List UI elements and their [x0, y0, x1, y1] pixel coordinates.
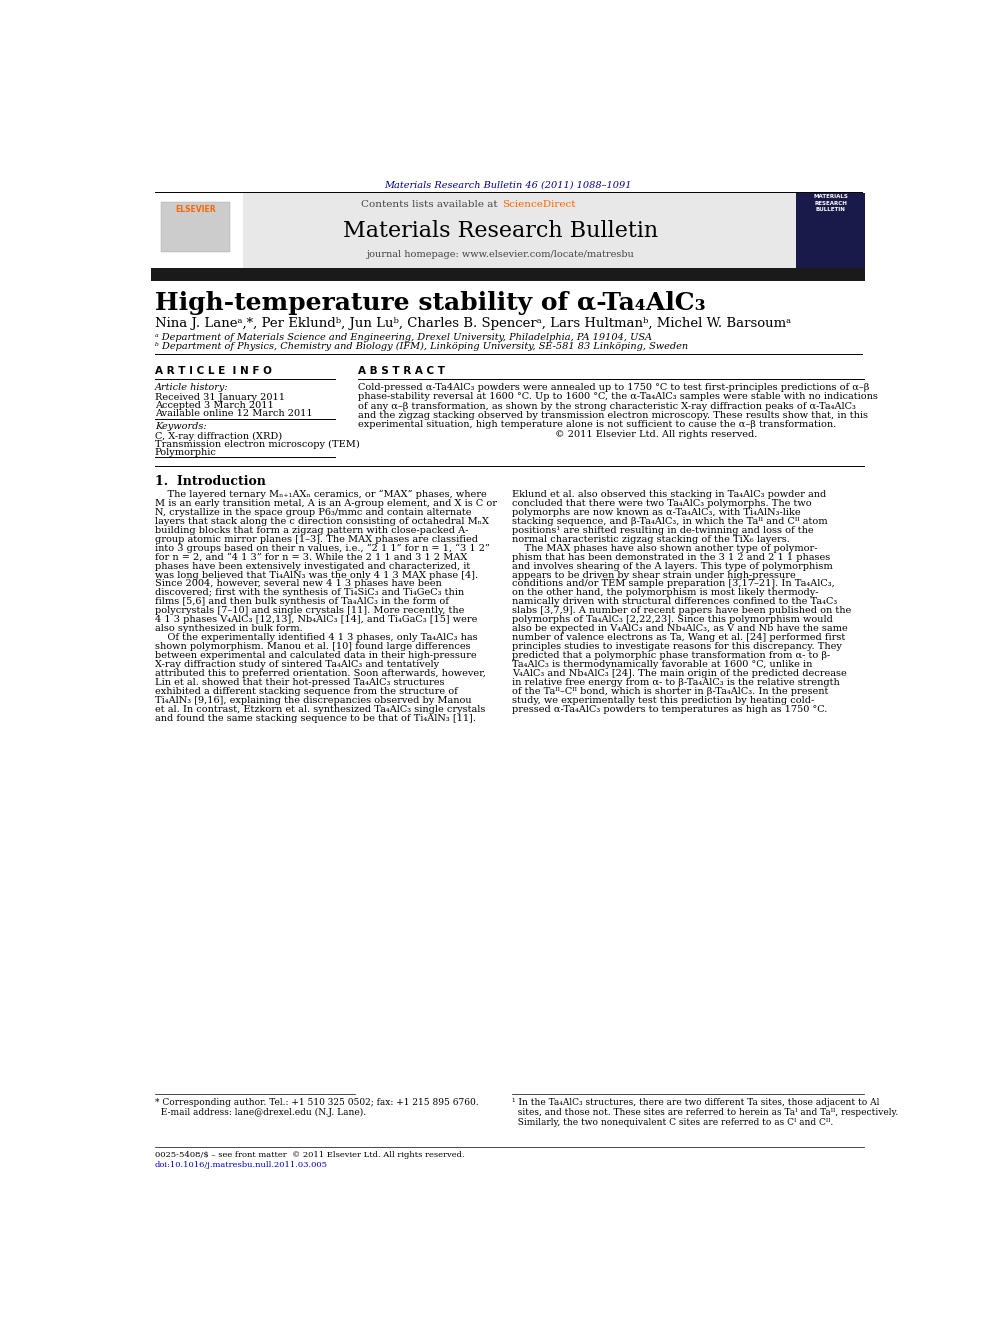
- Text: et al. In contrast, Etzkorn et al. synthesized Ta₄AlC₃ single crystals: et al. In contrast, Etzkorn et al. synth…: [155, 705, 485, 714]
- Text: journal homepage: www.elsevier.com/locate/matresbu: journal homepage: www.elsevier.com/locat…: [367, 250, 635, 259]
- Text: ᵃ Department of Materials Science and Engineering, Drexel University, Philadelph: ᵃ Department of Materials Science and En…: [155, 333, 652, 341]
- Text: Of the experimentally identified 4 1 3 phases, only Ta₄AlC₃ has: Of the experimentally identified 4 1 3 p…: [155, 634, 477, 642]
- Text: 0025-5408/$ – see front matter  © 2011 Elsevier Ltd. All rights reserved.: 0025-5408/$ – see front matter © 2011 El…: [155, 1151, 464, 1159]
- Text: Ti₄AlN₃ [9,16], explaining the discrepancies observed by Manou: Ti₄AlN₃ [9,16], explaining the discrepan…: [155, 696, 471, 705]
- Text: polymorphs of Ta₄AlC₃ [2,22,23]. Since this polymorphism would: polymorphs of Ta₄AlC₃ [2,22,23]. Since t…: [512, 615, 833, 624]
- Text: layers that stack along the c direction consisting of octahedral MₙX: layers that stack along the c direction …: [155, 517, 489, 525]
- Text: Article history:: Article history:: [155, 382, 228, 392]
- Text: exhibited a different stacking sequence from the structure of: exhibited a different stacking sequence …: [155, 687, 457, 696]
- FancyBboxPatch shape: [796, 193, 865, 267]
- Text: N, crystallize in the space group P6₃/mmc and contain alternate: N, crystallize in the space group P6₃/mm…: [155, 508, 471, 517]
- Text: The layered ternary Mₙ₊₁AXₙ ceramics, or “MAX” phases, where: The layered ternary Mₙ₊₁AXₙ ceramics, or…: [155, 490, 486, 499]
- Text: Since 2004, however, several new 4 1 3 phases have been: Since 2004, however, several new 4 1 3 p…: [155, 579, 441, 589]
- Text: Ta₄AlC₃ is thermodynamically favorable at 1600 °C, unlike in: Ta₄AlC₃ is thermodynamically favorable a…: [512, 660, 812, 669]
- Text: M is an early transition metal, A is an A-group element, and X is C or: M is an early transition metal, A is an …: [155, 499, 497, 508]
- Text: attributed this to preferred orientation. Soon afterwards, however,: attributed this to preferred orientation…: [155, 669, 486, 679]
- Text: polycrystals [7–10] and single crystals [11]. More recently, the: polycrystals [7–10] and single crystals …: [155, 606, 464, 615]
- Text: E-mail address: lane@drexel.edu (N.J. Lane).: E-mail address: lane@drexel.edu (N.J. La…: [155, 1109, 366, 1118]
- Text: Contents lists available at: Contents lists available at: [361, 200, 501, 209]
- Text: Polymorphic: Polymorphic: [155, 448, 216, 456]
- Text: and found the same stacking sequence to be that of Ti₄AlN₃ [11].: and found the same stacking sequence to …: [155, 714, 476, 722]
- Text: principles studies to investigate reasons for this discrepancy. They: principles studies to investigate reason…: [512, 642, 842, 651]
- Text: Nina J. Laneᵃ,*, Per Eklundᵇ, Jun Luᵇ, Charles B. Spencerᵃ, Lars Hultmanᵇ, Miche: Nina J. Laneᵃ,*, Per Eklundᵇ, Jun Luᵇ, C…: [155, 316, 791, 329]
- Text: of any α–β transformation, as shown by the strong characteristic X-ray diffracti: of any α–β transformation, as shown by t…: [358, 402, 856, 410]
- Text: number of valence electrons as Ta, Wang et al. [24] performed first: number of valence electrons as Ta, Wang …: [512, 634, 845, 642]
- Text: C, X-ray diffraction (XRD): C, X-ray diffraction (XRD): [155, 431, 282, 441]
- Text: Keywords:: Keywords:: [155, 422, 206, 430]
- Text: into 3 groups based on their n values, i.e., “2 1 1” for n = 1, “3 1 2”: into 3 groups based on their n values, i…: [155, 544, 490, 553]
- Text: Materials Research Bulletin 46 (2011) 1088–1091: Materials Research Bulletin 46 (2011) 10…: [385, 180, 632, 189]
- Text: Eklund et al. also observed this stacking in Ta₄AlC₃ powder and: Eklund et al. also observed this stackin…: [512, 490, 826, 499]
- Text: Transmission electron microscopy (TEM): Transmission electron microscopy (TEM): [155, 441, 359, 448]
- Text: High-temperature stability of α-Ta₄AlC₃: High-temperature stability of α-Ta₄AlC₃: [155, 291, 705, 315]
- FancyBboxPatch shape: [161, 201, 230, 253]
- Text: Available online 12 March 2011: Available online 12 March 2011: [155, 409, 312, 418]
- Text: Lin et al. showed that their hot-pressed Ta₄AlC₃ structures: Lin et al. showed that their hot-pressed…: [155, 679, 444, 687]
- Text: group atomic mirror planes [1–3]. The MAX phases are classified: group atomic mirror planes [1–3]. The MA…: [155, 534, 478, 544]
- Text: and involves shearing of the A layers. This type of polymorphism: and involves shearing of the A layers. T…: [512, 561, 833, 570]
- Text: normal characteristic zigzag stacking of the TiX₆ layers.: normal characteristic zigzag stacking of…: [512, 534, 790, 544]
- Text: namically driven with structural differences confined to the Ta₄C₃: namically driven with structural differe…: [512, 598, 837, 606]
- Text: pressed α-Ta₄AlC₃ powders to temperatures as high as 1750 °C.: pressed α-Ta₄AlC₃ powders to temperature…: [512, 705, 827, 714]
- FancyBboxPatch shape: [243, 193, 808, 267]
- FancyBboxPatch shape: [151, 193, 242, 267]
- Text: conditions and/or TEM sample preparation [3,17–21]. In Ta₄AlC₃,: conditions and/or TEM sample preparation…: [512, 579, 835, 589]
- Text: discovered; first with the synthesis of Ti₄SiC₃ and Ti₄GeC₃ thin: discovered; first with the synthesis of …: [155, 589, 464, 598]
- Text: phism that has been demonstrated in the 3 1 2 and 2 1 1 phases: phism that has been demonstrated in the …: [512, 553, 830, 561]
- Text: ELSEVIER: ELSEVIER: [176, 205, 216, 213]
- Text: phases have been extensively investigated and characterized, it: phases have been extensively investigate…: [155, 561, 470, 570]
- Text: for n = 2, and “4 1 3” for n = 3. While the 2 1 1 and 3 1 2 MAX: for n = 2, and “4 1 3” for n = 3. While …: [155, 553, 467, 561]
- Text: A R T I C L E  I N F O: A R T I C L E I N F O: [155, 365, 272, 376]
- Text: Cold-pressed α-Ta4AlC₃ powders were annealed up to 1750 °C to test first-princip: Cold-pressed α-Ta4AlC₃ powders were anne…: [358, 382, 870, 392]
- Text: The MAX phases have also shown another type of polymor-: The MAX phases have also shown another t…: [512, 544, 817, 553]
- Text: MATERIALS
RESEARCH
BULLETIN: MATERIALS RESEARCH BULLETIN: [813, 194, 848, 212]
- Text: films [5,6] and then bulk synthesis of Ta₄AlC₃ in the form of: films [5,6] and then bulk synthesis of T…: [155, 598, 448, 606]
- Text: sites, and those not. These sites are referred to herein as Taᴵ and Taᴵᴵ, respec: sites, and those not. These sites are re…: [512, 1109, 899, 1117]
- Text: Received 31 January 2011: Received 31 January 2011: [155, 393, 285, 402]
- Text: Similarly, the two nonequivalent C sites are referred to as Cᴵ and Cᴵᴵ.: Similarly, the two nonequivalent C sites…: [512, 1118, 833, 1127]
- Text: predicted that a polymorphic phase transformation from α- to β-: predicted that a polymorphic phase trans…: [512, 651, 830, 660]
- Text: A B S T R A C T: A B S T R A C T: [358, 365, 445, 376]
- Text: stacking sequence, and β-Ta₄AlC₃, in which the Taᴵᴵ and Cᴵᴵ atom: stacking sequence, and β-Ta₄AlC₃, in whi…: [512, 517, 828, 525]
- Text: on the other hand, the polymorphism is most likely thermody-: on the other hand, the polymorphism is m…: [512, 589, 818, 598]
- Text: in relative free energy from α- to β-Ta₄AlC₃ is the relative strength: in relative free energy from α- to β-Ta₄…: [512, 679, 840, 687]
- Text: ¹ In the Ta₄AlC₃ structures, there are two different Ta sites, those adjacent to: ¹ In the Ta₄AlC₃ structures, there are t…: [512, 1098, 880, 1107]
- Text: and the zigzag stacking observed by transmission electron microscopy. These resu: and the zigzag stacking observed by tran…: [358, 411, 868, 419]
- Text: © 2011 Elsevier Ltd. All rights reserved.: © 2011 Elsevier Ltd. All rights reserved…: [358, 430, 758, 439]
- Text: slabs [3,7,9]. A number of recent papers have been published on the: slabs [3,7,9]. A number of recent papers…: [512, 606, 851, 615]
- Text: of the Taᴵᴵ–Cᴵᴵ bond, which is shorter in β-Ta₄AlC₃. In the present: of the Taᴵᴵ–Cᴵᴵ bond, which is shorter i…: [512, 687, 828, 696]
- Text: concluded that there were two Ta₄AlC₃ polymorphs. The two: concluded that there were two Ta₄AlC₃ po…: [512, 499, 811, 508]
- Text: appears to be driven by shear strain under high-pressure: appears to be driven by shear strain und…: [512, 570, 796, 579]
- Text: 4 1 3 phases V₄AlC₃ [12,13], Nb₄AlC₃ [14], and Ti₄GaC₃ [15] were: 4 1 3 phases V₄AlC₃ [12,13], Nb₄AlC₃ [14…: [155, 615, 477, 624]
- Text: Accepted 3 March 2011: Accepted 3 March 2011: [155, 401, 274, 410]
- Text: experimental situation, high temperature alone is not sufficient to cause the α–: experimental situation, high temperature…: [358, 421, 836, 430]
- Text: * Corresponding author. Tel.: +1 510 325 0502; fax: +1 215 895 6760.: * Corresponding author. Tel.: +1 510 325…: [155, 1098, 478, 1107]
- FancyBboxPatch shape: [151, 267, 865, 280]
- Text: phase-stability reversal at 1600 °C. Up to 1600 °C, the α-Ta₄AlC₃ samples were s: phase-stability reversal at 1600 °C. Up …: [358, 392, 878, 401]
- Text: also be expected in V₄AlC₃ and Nb₄AlC₃, as V and Nb have the same: also be expected in V₄AlC₃ and Nb₄AlC₃, …: [512, 624, 848, 634]
- Text: V₄AlC₃ and Nb₄AlC₃ [24]. The main origin of the predicted decrease: V₄AlC₃ and Nb₄AlC₃ [24]. The main origin…: [512, 669, 847, 679]
- Text: was long believed that Ti₄AlN₃ was the only 4 1 3 MAX phase [4].: was long believed that Ti₄AlN₃ was the o…: [155, 570, 478, 579]
- Text: Materials Research Bulletin: Materials Research Bulletin: [343, 220, 659, 242]
- Text: ᵇ Department of Physics, Chemistry and Biology (IFM), Linköping University, SE-5: ᵇ Department of Physics, Chemistry and B…: [155, 343, 687, 351]
- Text: study, we experimentally test this prediction by heating cold-: study, we experimentally test this predi…: [512, 696, 814, 705]
- Text: building blocks that form a zigzag pattern with close-packed A-: building blocks that form a zigzag patte…: [155, 525, 468, 534]
- Text: 1.  Introduction: 1. Introduction: [155, 475, 266, 488]
- Text: polymorphs are now known as α-Ta₄AlC₃, with Ti₄AlN₃-like: polymorphs are now known as α-Ta₄AlC₃, w…: [512, 508, 801, 517]
- Text: doi:10.1016/j.matresbu.null.2011.03.005: doi:10.1016/j.matresbu.null.2011.03.005: [155, 1162, 327, 1170]
- Text: positions¹ are shifted resulting in de-twinning and loss of the: positions¹ are shifted resulting in de-t…: [512, 525, 813, 534]
- Text: between experimental and calculated data in their high-pressure: between experimental and calculated data…: [155, 651, 476, 660]
- Text: also synthesized in bulk form.: also synthesized in bulk form.: [155, 624, 303, 634]
- Text: shown polymorphism. Manou et al. [10] found large differences: shown polymorphism. Manou et al. [10] fo…: [155, 642, 470, 651]
- Text: X-ray diffraction study of sintered Ta₄AlC₃ and tentatively: X-ray diffraction study of sintered Ta₄A…: [155, 660, 438, 669]
- Text: ScienceDirect: ScienceDirect: [502, 200, 575, 209]
